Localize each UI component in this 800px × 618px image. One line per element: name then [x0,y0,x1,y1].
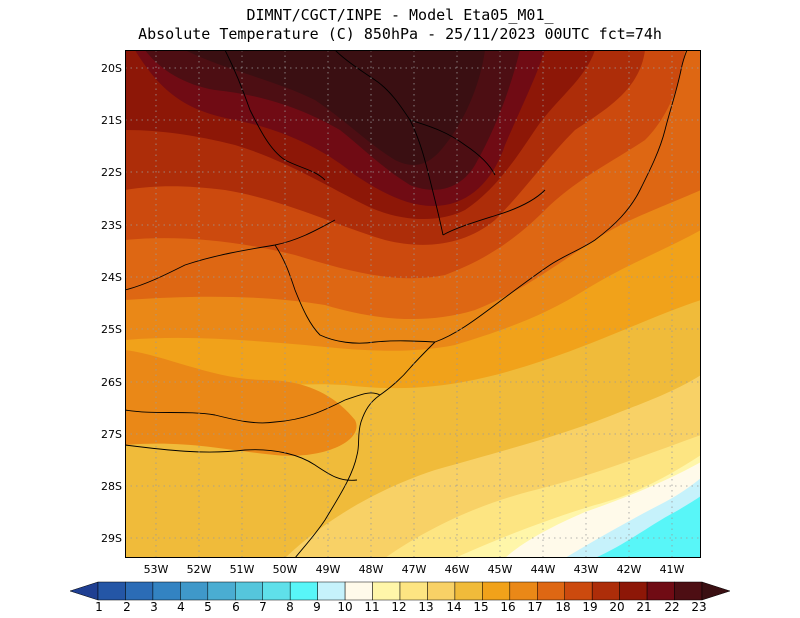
band-9 [595,496,701,558]
lat-label: 25S [101,323,122,336]
colorbar-swatch [454,581,483,601]
colorbar-swatch [289,581,318,601]
colorbar-label: 4 [177,600,185,614]
lon-label: 48W [358,563,384,576]
lon-label: 53W [143,563,169,576]
lat-label: 24S [101,271,122,284]
colorbar-swatch [674,581,703,601]
lon-label: 47W [401,563,427,576]
colorbar-swatch [427,581,456,601]
colorbar-label: 22 [664,600,680,614]
coastline [125,50,688,558]
colorbar-label: 6 [232,600,240,614]
colorbar-label: 23 [691,600,707,614]
colorbar-swatch [509,581,538,601]
lat-label: 23S [101,219,122,232]
lon-label: 50W [272,563,298,576]
colorbar-label: 16 [500,600,516,614]
map-title: DIMNT/CGCT/INPE - Model Eta05_M01_ [246,6,554,24]
colorbar-swatch [372,581,401,601]
lat-label: 27S [101,428,122,441]
lon-label: 41W [659,563,685,576]
colorbar-swatch [399,581,428,601]
colorbar-swatch [262,581,291,601]
colorbar-swatch [97,581,126,601]
lon-label: 51W [229,563,255,576]
lon-label: 42W [616,563,642,576]
colorbar-label: 5 [204,600,212,614]
lon-label: 49W [315,563,341,576]
lat-label: 29S [101,532,122,545]
lon-label: 43W [573,563,599,576]
lat-label: 26S [101,376,122,389]
colorbar-label: 10 [337,600,353,614]
colorbar-swatch [564,581,593,601]
colorbar-swatch [235,581,263,601]
colorbar-swatch [344,581,373,601]
colorbar-label: 20 [609,600,625,614]
lon-label: 52W [186,563,212,576]
colorbar-swatch [646,581,675,601]
colorbar-label: 17 [527,600,543,614]
colorbar-swatch [180,581,209,601]
colorbar-swatch [207,581,236,601]
colorbar-label: 8 [286,600,294,614]
colorbar-label: 13 [418,600,434,614]
temperature-colorbar [70,581,730,601]
colorbar-label: 3 [150,600,158,614]
colorbar-arrow-low [70,581,99,601]
colorbar-label: 14 [446,600,462,614]
colorbar-swatch [125,581,154,601]
lat-label: 22S [101,166,122,179]
colorbar-swatch [317,581,346,601]
colorbar-arrow-high [701,581,730,601]
lat-label: 20S [101,62,122,75]
colorbar-label: 15 [473,600,489,614]
lat-label: 21S [101,114,122,127]
colorbar-label: 7 [259,600,267,614]
lon-label: 44W [530,563,556,576]
graticule [125,50,701,558]
colorbar-label: 21 [636,600,652,614]
colorbar-swatch [619,581,648,601]
lon-label: 46W [444,563,470,576]
map-frame [125,50,701,558]
colorbar-swatch [537,581,565,601]
colorbar-label: 2 [123,600,131,614]
map-subtitle: Absolute Temperature (C) 850hPa - 25/11/… [138,25,662,43]
lon-label: 45W [487,563,513,576]
temperature-map [125,50,701,558]
colorbar-swatch [482,581,511,601]
colorbar-label: 11 [364,600,380,614]
lat-label: 28S [101,480,122,493]
colorbar-label: 12 [391,600,407,614]
colorbar-label: 18 [555,600,571,614]
colorbar-swatch [152,581,181,601]
band-23-core [185,50,485,165]
colorbar-swatch [591,581,620,601]
band-17-sw [125,350,357,456]
colorbar-label: 19 [582,600,598,614]
colorbar-label: 1 [95,600,103,614]
colorbar-label: 9 [313,600,321,614]
